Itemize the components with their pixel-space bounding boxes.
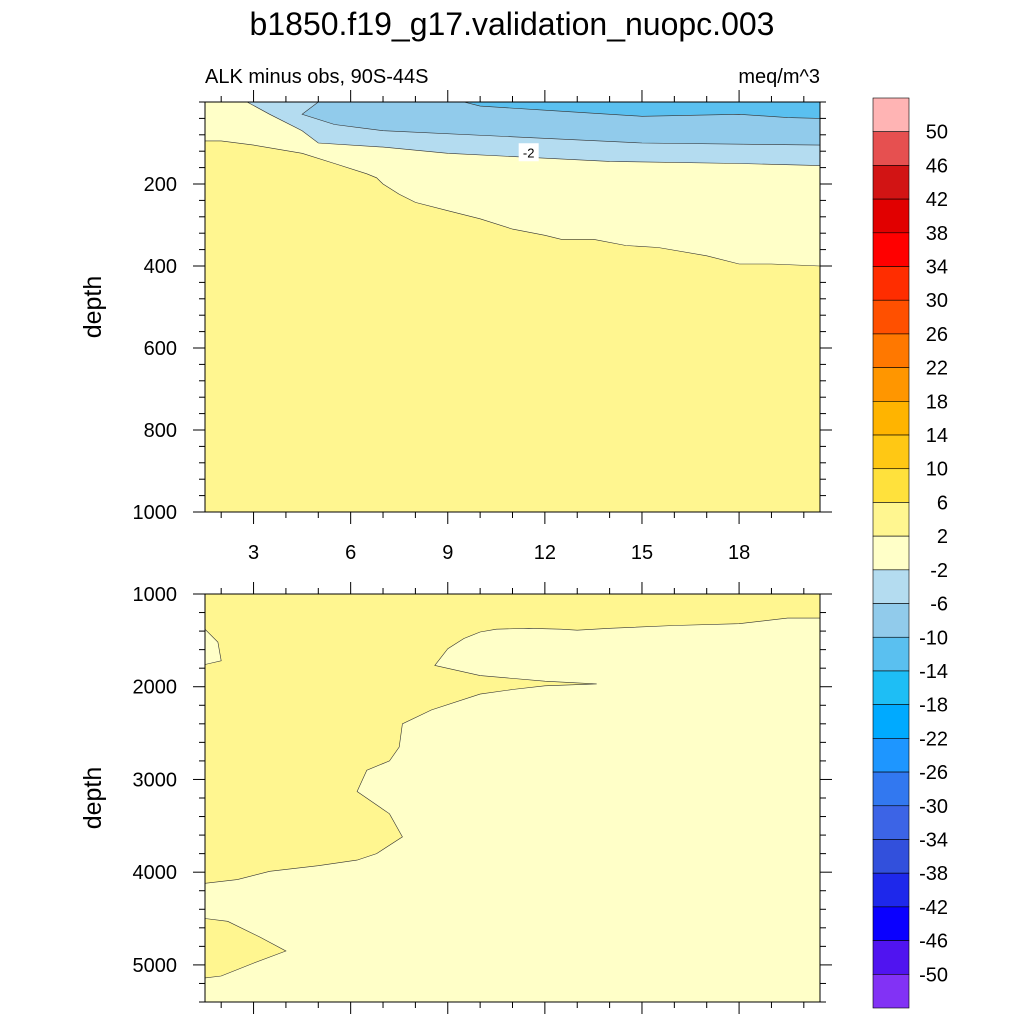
subtitle-right: meq/m^3 [738,66,820,88]
colorbar-label: 34 [926,257,948,279]
colorbar-box [872,805,910,840]
y-tick-label: 1000 [133,502,178,524]
y-axis-label: depth [79,767,107,830]
colorbar-label: 18 [926,391,948,413]
y-tick-label: 600 [144,338,177,360]
y-tick-label: 2000 [133,677,178,699]
colorbar-label: 6 [937,492,948,514]
colorbar-box [872,266,910,301]
figure-title: b1850.f19_g17.validation_nuopc.003 [250,6,775,42]
upper-panel: -2 200 400 600 800 1000 3 6 9 12 15 18 depth [79,90,832,564]
colorbar-label: 30 [926,290,948,312]
colorbar-label: -34 [919,829,948,851]
colorbar-label: 38 [926,223,948,245]
lower-panel: 1000 2000 3000 4000 5000 depth [79,582,832,1014]
x-tick-label: 6 [345,542,356,564]
colorbar-box [872,535,910,571]
y-axis-label: depth [79,276,107,339]
colorbar-label: -22 [919,728,948,750]
colorbar-label: -14 [919,661,948,683]
y-tick-label: 400 [144,256,177,278]
contour-region-lower-2 [205,628,222,665]
colorbar-box [872,165,910,200]
colorbar-label: 46 [926,155,948,177]
colorbar-label: 26 [926,324,948,346]
colorbar-label: -26 [919,762,948,784]
y-tick-label: 3000 [133,769,178,791]
colorbar-label: -42 [919,897,948,919]
colorbar-box [872,299,910,335]
x-tick-label: 18 [728,542,750,564]
colorbar-box [872,872,910,908]
colorbar-box [872,131,910,166]
colorbar-box [872,839,910,874]
subtitle-left: ALK minus obs, 90S-44S [205,66,428,88]
x-tick-label: 9 [442,542,453,564]
colorbar-box [872,738,910,773]
colorbar-label: 14 [926,425,948,447]
y-tick-label: 800 [144,420,177,442]
colorbar-box [872,434,910,470]
colorbar-label: 42 [926,189,948,211]
colorbar-box [872,333,910,368]
colorbar-box [872,771,910,807]
colorbar-box [872,569,910,604]
colorbar-box [872,670,910,705]
colorbar-label: -10 [919,627,948,649]
colorbar-box [872,401,910,436]
colorbar-box [872,198,910,234]
colorbar-box [872,603,910,638]
x-tick-label: 3 [248,542,259,564]
colorbar-label: -2 [930,560,948,582]
colorbar-box [872,636,910,672]
colorbar-label: 10 [926,459,948,481]
colorbar-box [872,940,910,975]
colorbar-label: 50 [926,122,948,144]
colorbar-box [872,232,910,267]
colorbar-box [872,973,910,1009]
colorbar-label: 2 [937,526,948,548]
contour-label: -2 [523,145,535,160]
colorbar-label: -46 [919,931,948,953]
colorbar-box [872,704,910,739]
x-tick-label: 15 [631,542,653,564]
y-tick-label: 1000 [133,584,178,606]
contour-region-upper-4 [463,102,820,119]
colorbar-label: -50 [919,964,948,986]
colorbar-label: -38 [919,863,948,885]
colorbar-box [872,97,910,133]
y-tick-label: 4000 [133,862,178,884]
y-tick-label: 5000 [133,955,178,977]
colorbar-box [872,468,910,503]
colorbar-label: -6 [930,594,948,616]
colorbar-box [872,367,910,402]
x-tick-label: 12 [534,542,556,564]
colorbar-box [872,502,910,537]
y-tick-label: 200 [144,174,177,196]
colorbar-box [872,906,910,941]
colorbar-label: -30 [919,796,948,818]
contour-region-lower-1 [205,594,820,884]
colorbar: 50 46 42 38 34 30 26 22 18 14 10 6 2 -2 -6 -10 -14 -18 -22… [872,97,948,1009]
contour-region-lower-3 [205,918,287,979]
contour-label-bg [518,143,539,162]
colorbar-label: 22 [926,358,948,380]
colorbar-label: -18 [919,695,948,717]
